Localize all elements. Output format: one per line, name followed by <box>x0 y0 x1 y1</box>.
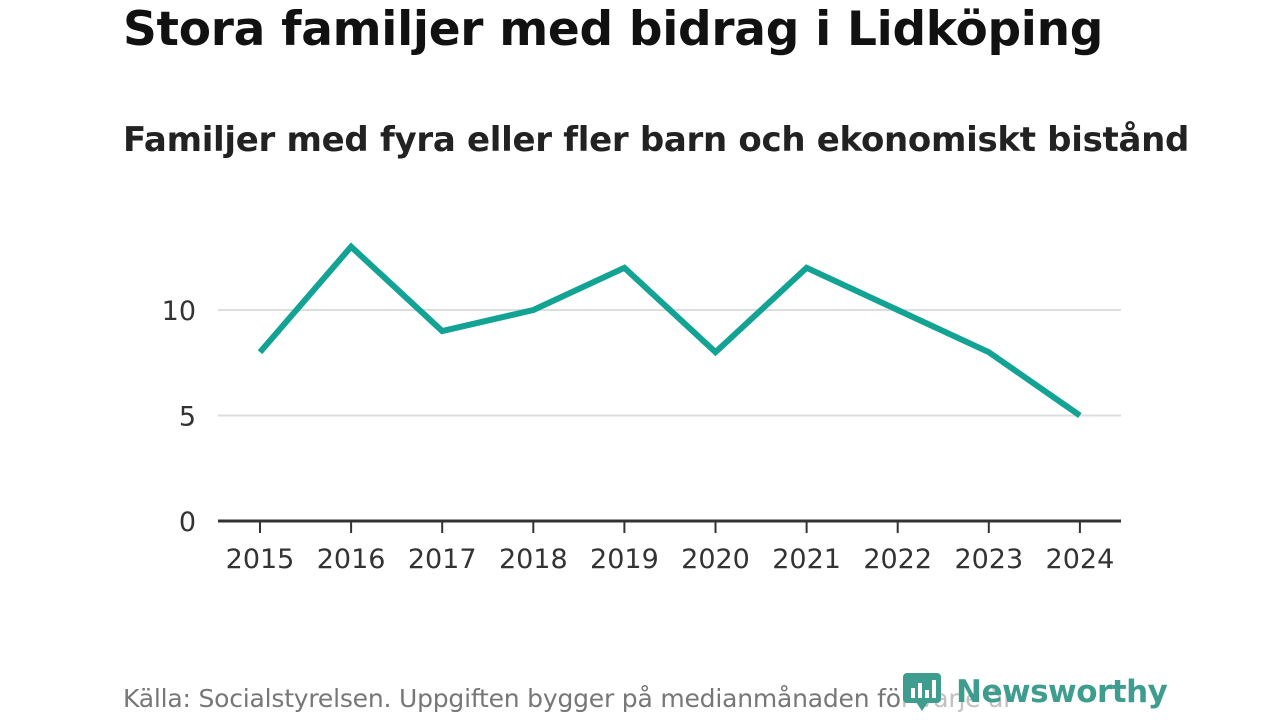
x-tick-label: 2022 <box>863 544 932 575</box>
x-tick-label: 2019 <box>590 544 659 575</box>
line-chart: 0 5 10 2015 2016 2017 2018 2019 2020 2021 2022 202… <box>162 242 1121 575</box>
grid-lines <box>218 309 1121 417</box>
x-tick-label: 2020 <box>681 544 750 575</box>
source-note: Källa: Socialstyrelsen. Uppgiften bygger… <box>123 684 1014 713</box>
chart-title: Stora familjer med bidrag i Lidköping <box>123 2 1104 57</box>
y-tick-labels: 0 5 10 <box>162 296 196 538</box>
brand-name: Newsworthy <box>956 674 1168 710</box>
x-tick-label: 2017 <box>408 544 477 575</box>
x-tick-label: 2016 <box>317 544 386 575</box>
newsworthy-logo-icon <box>903 673 941 711</box>
series-group <box>257 242 1082 418</box>
y-tick-label: 10 <box>162 296 196 327</box>
x-axis <box>218 519 1121 533</box>
x-tick-label: 2018 <box>499 544 568 575</box>
x-tick-label: 2024 <box>1046 544 1115 575</box>
y-tick-label: 5 <box>179 402 196 433</box>
x-tick-label: 2015 <box>226 544 295 575</box>
x-tick-label: 2021 <box>772 544 841 575</box>
x-tick-labels: 2015 2016 2017 2018 2019 2020 2021 2022 2023 2024 <box>226 544 1115 575</box>
y-tick-label: 0 <box>179 507 196 538</box>
x-tick-label: 2023 <box>954 544 1023 575</box>
chart-subtitle: Familjer med fyra eller fler barn och ek… <box>123 120 1190 160</box>
series-line <box>257 242 1082 418</box>
brand: Newsworthy <box>902 670 1168 714</box>
